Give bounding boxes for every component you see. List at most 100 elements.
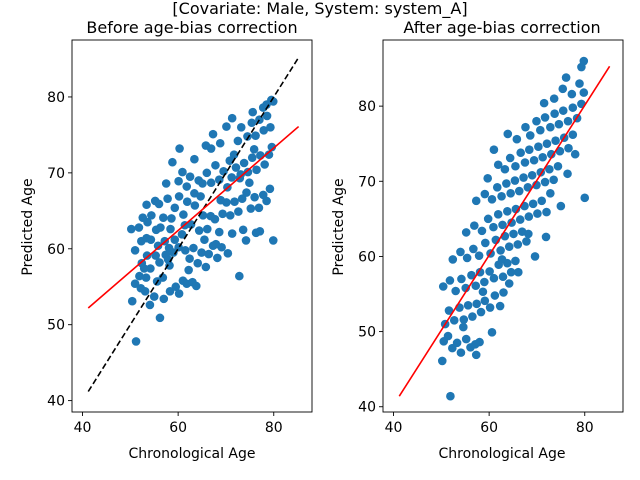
scatter-point bbox=[498, 220, 507, 230]
scatter-point bbox=[540, 177, 550, 187]
subplot-title: Before age-bias correction bbox=[86, 18, 297, 37]
scatter-point bbox=[200, 235, 209, 244]
scatter-point bbox=[527, 170, 537, 180]
scatter-point bbox=[252, 165, 261, 175]
scatter-point bbox=[202, 168, 212, 178]
scatter-point bbox=[437, 356, 447, 366]
scatter-point bbox=[265, 184, 275, 194]
y-tick-label: 40 bbox=[358, 400, 376, 416]
axes-frame bbox=[71, 39, 313, 413]
scatter-point bbox=[480, 296, 490, 306]
scatter-point bbox=[254, 203, 264, 213]
scatter-point bbox=[567, 89, 577, 99]
scatter-point bbox=[495, 301, 505, 311]
scatter-point bbox=[471, 281, 481, 291]
scatter-point bbox=[481, 238, 490, 248]
scatter-point bbox=[528, 199, 538, 209]
scatter-point bbox=[509, 229, 518, 239]
scatter-point bbox=[168, 157, 177, 167]
scatter-point bbox=[130, 245, 140, 255]
scatter-point bbox=[225, 211, 235, 220]
scatter-point bbox=[556, 201, 566, 211]
scatter-point bbox=[203, 224, 212, 234]
scatter-point bbox=[461, 228, 471, 237]
scatter-point bbox=[516, 148, 525, 158]
scatter-point bbox=[184, 265, 193, 275]
scatter-point bbox=[449, 316, 459, 325]
scatter-point bbox=[497, 255, 507, 264]
scatter-point bbox=[519, 173, 528, 182]
x-axis-label: Chronological Age bbox=[438, 446, 565, 462]
scatter-point bbox=[511, 161, 520, 171]
scatter-point bbox=[181, 245, 190, 255]
scatter-point bbox=[262, 196, 271, 206]
scatter-point bbox=[461, 334, 471, 344]
scatter-point bbox=[525, 131, 535, 140]
scatter-point bbox=[213, 253, 222, 263]
scatter-point bbox=[461, 283, 471, 293]
scatter-point bbox=[236, 170, 246, 179]
y-tick-label: 60 bbox=[47, 242, 65, 258]
scatter-point bbox=[146, 264, 155, 273]
scatter-point bbox=[230, 197, 239, 207]
scatter-point bbox=[234, 207, 243, 216]
scatter-point bbox=[480, 277, 489, 287]
scatter-point bbox=[545, 164, 554, 174]
scatter-point bbox=[177, 230, 187, 239]
scatter-point bbox=[549, 94, 559, 103]
scatter-point bbox=[530, 252, 540, 261]
scatter-point bbox=[201, 262, 211, 272]
scatter-point bbox=[529, 155, 539, 165]
scatter-point bbox=[165, 286, 175, 296]
scatter-point bbox=[219, 167, 228, 176]
scatter-point bbox=[167, 214, 176, 223]
scatter-point bbox=[485, 267, 494, 276]
scatter-point bbox=[551, 136, 560, 145]
scatter-point bbox=[127, 296, 137, 306]
scatter-point bbox=[475, 267, 485, 277]
scatter-point bbox=[542, 207, 551, 217]
scatter-point bbox=[145, 300, 155, 310]
scatter-point bbox=[163, 194, 172, 203]
scatter-point bbox=[514, 186, 524, 196]
scatter-point bbox=[471, 196, 481, 206]
scatter-point bbox=[206, 178, 216, 188]
y-axis-label: Predicted Age bbox=[331, 178, 347, 275]
scatter-point bbox=[532, 180, 541, 190]
axes-frame bbox=[382, 39, 624, 413]
scatter-point bbox=[131, 337, 141, 346]
scatter-point bbox=[166, 224, 175, 234]
scatter-point bbox=[174, 289, 184, 298]
scatter-point bbox=[515, 215, 525, 224]
scatter-point bbox=[146, 235, 156, 244]
scatter-point bbox=[498, 272, 508, 282]
scatter-point bbox=[211, 239, 221, 249]
y-tick-label: 70 bbox=[47, 166, 65, 182]
scatter-point bbox=[251, 131, 260, 140]
scatter-point bbox=[568, 103, 578, 112]
scatter-point bbox=[227, 229, 237, 238]
scatter-point bbox=[575, 79, 584, 88]
scatter-point bbox=[538, 152, 547, 162]
scatter-point bbox=[126, 224, 136, 234]
scatter-point bbox=[192, 281, 201, 291]
y-tick-label: 70 bbox=[358, 174, 376, 190]
scatter-point bbox=[470, 340, 480, 349]
x-tick-label: 80 bbox=[265, 420, 283, 436]
scatter-point bbox=[485, 303, 495, 312]
scatter-point bbox=[142, 200, 151, 210]
scatter-point bbox=[533, 209, 542, 218]
scatter-point bbox=[444, 306, 454, 315]
scatter-point bbox=[446, 391, 455, 401]
y-tick-label: 80 bbox=[47, 90, 65, 106]
scatter-point bbox=[259, 126, 269, 135]
scatter-point bbox=[483, 214, 493, 224]
scatter-point bbox=[534, 142, 543, 152]
scatter-point bbox=[161, 179, 171, 188]
scatter-point bbox=[541, 232, 551, 242]
scatter-point bbox=[238, 225, 248, 235]
scatter-point bbox=[215, 138, 225, 148]
scatter-point bbox=[558, 84, 568, 94]
scatter-point bbox=[153, 241, 163, 251]
scatter-point bbox=[459, 315, 469, 324]
